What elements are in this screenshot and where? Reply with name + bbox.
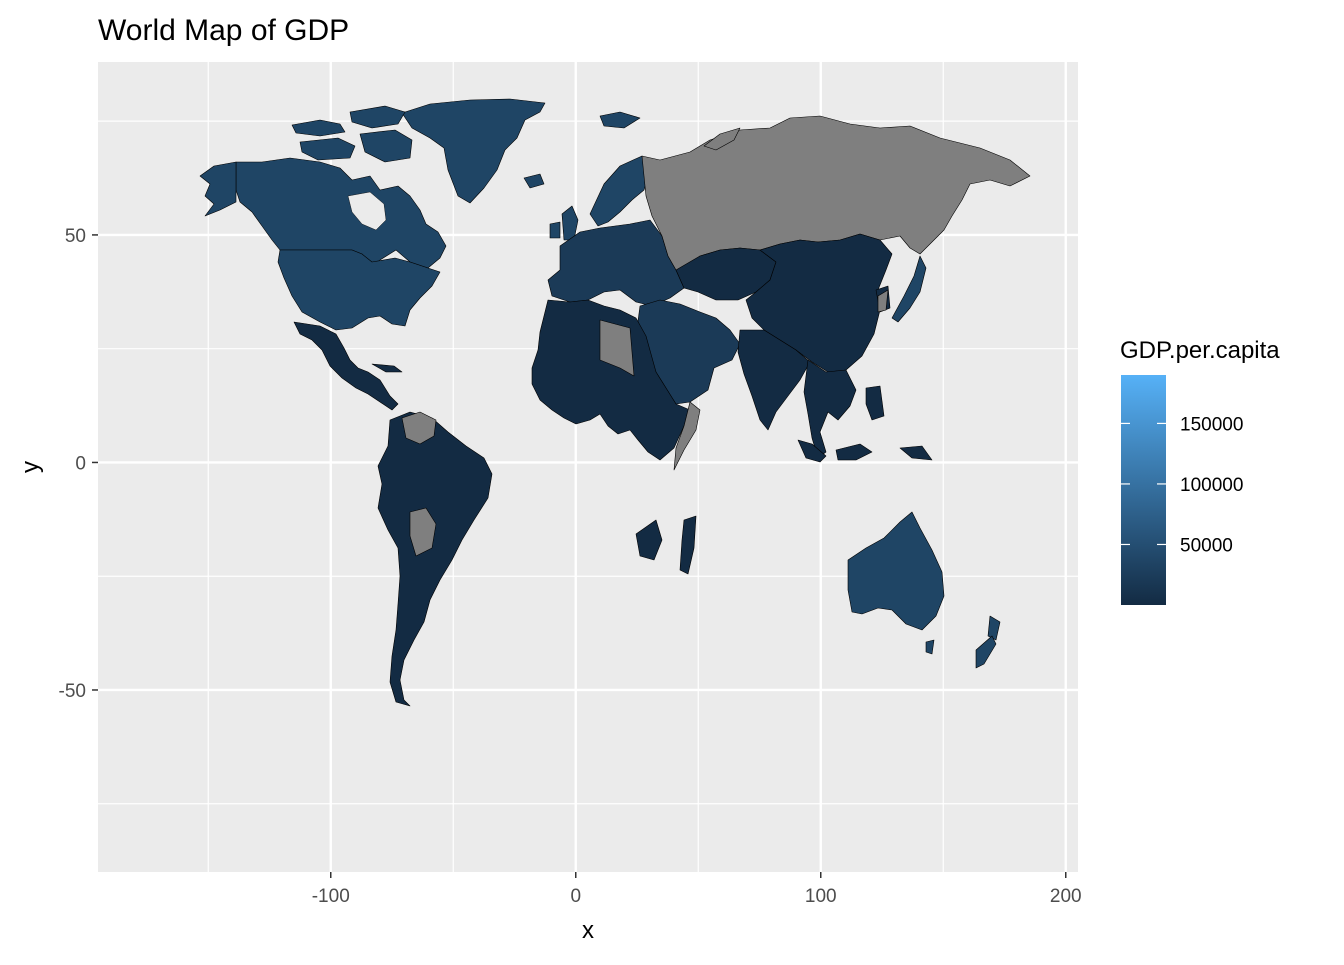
country-greenland	[401, 98, 546, 204]
x-tick-label: 200	[1050, 886, 1082, 907]
country-iceland	[523, 173, 545, 189]
country-alaska	[199, 161, 237, 217]
country-southern-africa	[635, 519, 663, 561]
y-axis-title: y	[17, 461, 44, 473]
country-somalia	[673, 401, 701, 471]
country-canada-arctic-2	[349, 105, 406, 129]
axes: -100 0 100 200 -50 0 50	[59, 226, 1082, 907]
legend-colorbar	[1121, 375, 1166, 605]
country-africa	[531, 299, 691, 461]
country-india	[737, 329, 811, 431]
country-canada-arctic-1	[291, 119, 346, 137]
hudson-bay	[347, 191, 387, 231]
country-indonesia-2	[835, 443, 873, 461]
country-scandinavia	[589, 155, 651, 227]
country-cuba	[371, 363, 403, 373]
country-tasmania	[925, 639, 935, 655]
legend-title: GDP.per.capita	[1120, 337, 1280, 364]
legend-break-label: 150000	[1180, 414, 1243, 435]
map-layer	[199, 98, 1031, 707]
country-uk	[561, 205, 579, 241]
country-taiwan	[877, 289, 889, 313]
country-canada-arctic-3	[299, 137, 356, 161]
y-tick-label: 50	[65, 226, 86, 247]
x-axis-title: x	[582, 917, 594, 944]
country-bolivia	[409, 507, 437, 557]
chart-title: World Map of GDP	[98, 14, 349, 47]
country-papua	[899, 445, 933, 461]
x-tick-label: 0	[570, 886, 581, 907]
legend-ticks: 50000 100000 150000	[1121, 414, 1243, 556]
country-canada-arctic-4	[359, 129, 413, 163]
country-madagascar	[679, 515, 697, 575]
country-libya	[599, 319, 635, 377]
country-indonesia	[797, 439, 827, 463]
country-mexico	[293, 321, 399, 411]
x-tick-label: -100	[312, 886, 350, 907]
country-philippines	[865, 385, 885, 421]
country-svalbard	[599, 111, 641, 129]
country-ireland	[549, 221, 561, 239]
country-japan	[891, 255, 927, 323]
country-novaya-zemlya	[703, 127, 741, 151]
country-southeast-asia	[803, 359, 857, 459]
legend: GDP.per.capita 50000 100000 150000	[1120, 337, 1280, 605]
y-tick-label: 0	[75, 453, 86, 474]
legend-break-label: 100000	[1180, 475, 1243, 496]
country-new-zealand-south	[975, 635, 997, 669]
country-australia	[847, 511, 945, 631]
country-china	[745, 233, 893, 373]
country-usa	[277, 249, 441, 331]
x-tick-label: 100	[805, 886, 837, 907]
legend-break-label: 50000	[1180, 535, 1233, 556]
country-venezuela	[401, 411, 437, 445]
country-new-zealand-north	[987, 615, 1001, 641]
country-south-america	[377, 411, 493, 707]
y-tick-label: -50	[59, 681, 86, 702]
